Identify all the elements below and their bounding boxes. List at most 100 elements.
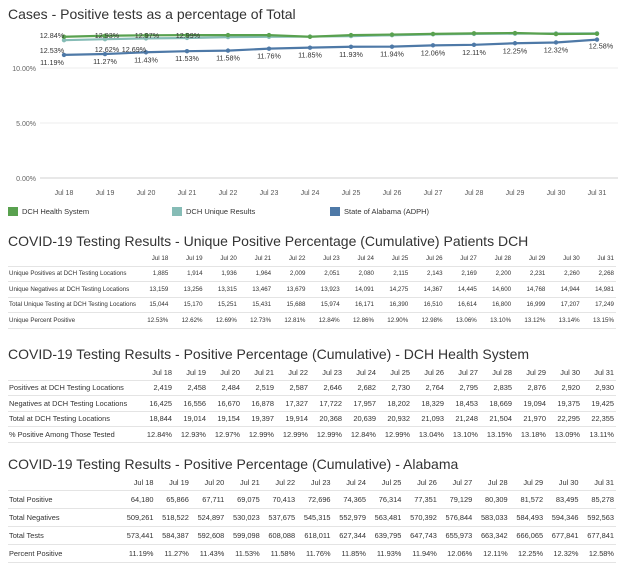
table-row: Total Unique Testing at DCH Testing Loca… <box>8 296 616 313</box>
column-header: Jul 22 <box>288 368 308 378</box>
data-point <box>307 34 313 39</box>
table-cell: 20,368 <box>310 410 344 427</box>
table-cell: 77,351 <box>403 489 439 508</box>
table-cell: 80,309 <box>474 489 510 508</box>
data-point <box>184 48 190 54</box>
table-cell: 15,974 <box>307 296 342 313</box>
table-cell: 2,169 <box>444 265 479 282</box>
table-cell: 583,033 <box>474 507 510 526</box>
legend-item-dch-health-system[interactable]: DCH Health System <box>8 207 89 216</box>
data-label: 12.93% <box>95 31 120 40</box>
table-row: Total Positive 64,180 65,866 67,711 69,075 70… <box>8 489 616 508</box>
table-title-unique-dch: COVID-19 Testing Results - Unique Positi… <box>8 233 529 249</box>
data-label: 11.93% <box>339 50 363 59</box>
table-cell: 2,231 <box>513 265 548 282</box>
table-cell: 552,979 <box>332 507 368 526</box>
table-cell: 2,260 <box>547 265 582 282</box>
table-cell: 2,795 <box>446 379 480 396</box>
legend-swatch-green <box>8 207 18 216</box>
legend-label: DCH Unique Results <box>186 207 256 216</box>
table-header-row: Jul 18 Jul 19 Jul 20 Jul 21 Jul 22 Jul 23 Jul … <box>8 476 616 490</box>
x-tick-label: Jul 27 <box>424 190 443 197</box>
table-header-row: Jul 18 Jul 19 Jul 20 Jul 21 Jul 22 Jul 23 Jul … <box>8 252 616 266</box>
column-header: Jul 19 <box>169 478 189 488</box>
column-header: Jul 22 <box>275 478 296 488</box>
table-cell: 72,696 <box>297 489 333 508</box>
data-point <box>61 52 67 58</box>
table-cell: 12.90% <box>375 312 411 329</box>
y-tick-label: 10.00% <box>12 66 36 73</box>
table-cell: 13.06% <box>444 312 479 329</box>
table-cell: 545,315 <box>297 507 333 526</box>
table-cell: 12.53% <box>136 312 171 329</box>
column-header: Jul 24 <box>356 368 376 378</box>
x-tick-label: Jul 31 <box>588 190 607 197</box>
series-line-dch-health-system <box>63 31 598 38</box>
x-tick-label: Jul 18 <box>55 190 74 197</box>
x-tick-label: Jul 26 <box>383 190 402 197</box>
table-cell: 65,866 <box>155 489 191 508</box>
table-cell: 14,981 <box>581 281 616 297</box>
column-header: Jul 30 <box>558 478 579 488</box>
table-cell: 11.58% <box>261 543 298 563</box>
table-cell: 16,878 <box>242 395 276 411</box>
table-cell: 12.84% <box>307 312 342 329</box>
y-tick-label: 5.00% <box>16 121 36 128</box>
chart-title: Cases - Positive tests as a percentage o… <box>8 6 296 22</box>
table-cell: 11.94% <box>403 543 439 563</box>
column-header: Jul 18 <box>151 255 169 263</box>
table-row: Total at DCH Testing Locations 18,844 19,0… <box>8 410 616 427</box>
table-cell: 1,885 <box>136 265 171 282</box>
table-cell: 16,556 <box>174 395 208 411</box>
table-cell: 19,425 <box>582 395 616 411</box>
table-cell: 11.19% <box>120 543 156 563</box>
x-tick-label: Jul 19 <box>96 190 115 197</box>
data-label: 11.19% <box>40 58 64 67</box>
row-label: Total Tests <box>8 525 121 544</box>
legend-swatch-teal <box>172 207 182 216</box>
table-cell: 2,646 <box>310 379 344 396</box>
table-cell: 12.93% <box>174 426 208 443</box>
data-label: 11.53% <box>175 54 199 63</box>
data-point <box>184 32 190 38</box>
column-header: Jul 20 <box>220 255 237 263</box>
data-point <box>225 32 231 38</box>
data-label: 11.43% <box>134 55 158 64</box>
data-point <box>143 33 149 38</box>
table-cell: 13,315 <box>204 281 239 297</box>
table-cell: 2,268 <box>581 265 616 282</box>
data-label: 12.62% <box>95 45 120 54</box>
table-row: Total Negatives 509,261 518,522 524,897 530,… <box>8 507 616 526</box>
table-cell: 13,679 <box>273 281 308 297</box>
table-cell: 13,159 <box>136 281 171 297</box>
table-cell: 2,143 <box>410 265 445 282</box>
table-cell: 11.43% <box>190 543 227 563</box>
table-cell: 19,094 <box>514 395 548 411</box>
data-label: 11.85% <box>298 51 322 60</box>
column-header: Jul 31 <box>594 478 614 488</box>
table-row: Negatives at DCH Testing Locations 16,425… <box>8 395 616 411</box>
data-label: 12.25% <box>503 46 528 55</box>
data-label: 12.84% <box>40 31 65 40</box>
table-cell: 655,973 <box>438 525 475 544</box>
data-label: 12.99% <box>176 31 201 40</box>
legend-item-state-of-alabama[interactable]: State of Alabama (ADPH) <box>330 207 429 216</box>
x-tick-label: Jul 22 <box>219 190 238 197</box>
column-header: Jul 18 <box>133 478 154 488</box>
data-point <box>102 36 108 42</box>
column-header: Jul 19 <box>186 255 203 263</box>
table-cell: 15,431 <box>238 296 274 313</box>
data-point <box>266 32 272 38</box>
column-header: Jul 26 <box>426 255 443 263</box>
data-label: 11.94% <box>380 50 404 59</box>
table-cell: 19,014 <box>174 410 208 427</box>
data-label: 12.97% <box>135 31 160 40</box>
row-label: Total Unique Testing at DCH Testing Loca… <box>8 296 136 313</box>
table-cell: 1,914 <box>170 265 205 282</box>
data-point <box>102 51 108 57</box>
data-point <box>471 31 477 36</box>
table-cell: 16,670 <box>208 395 242 411</box>
legend-item-dch-unique-results[interactable]: DCH Unique Results <box>172 207 255 216</box>
table-cell: 21,970 <box>514 410 548 427</box>
data-point <box>225 48 231 53</box>
